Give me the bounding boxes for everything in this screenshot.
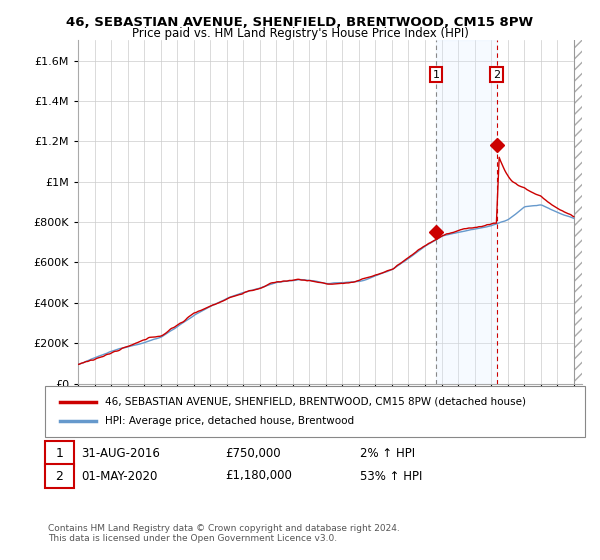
Text: 2% ↑ HPI: 2% ↑ HPI	[360, 447, 415, 460]
Text: 1: 1	[433, 69, 440, 80]
Bar	[436, 40, 497, 384]
Text: 31-AUG-2016: 31-AUG-2016	[81, 447, 160, 460]
Bar	[574, 40, 600, 384]
Text: 53% ↑ HPI: 53% ↑ HPI	[360, 469, 422, 483]
Text: HPI: Average price, detached house, Brentwood: HPI: Average price, detached house, Bren…	[105, 417, 354, 427]
Text: 2: 2	[55, 469, 64, 483]
Text: Price paid vs. HM Land Registry's House Price Index (HPI): Price paid vs. HM Land Registry's House …	[131, 27, 469, 40]
Text: 2: 2	[493, 69, 500, 80]
Text: £1,180,000: £1,180,000	[225, 469, 292, 483]
Text: 46, SEBASTIAN AVENUE, SHENFIELD, BRENTWOOD, CM15 8PW (detached house): 46, SEBASTIAN AVENUE, SHENFIELD, BRENTWO…	[105, 396, 526, 407]
Text: 46, SEBASTIAN AVENUE, SHENFIELD, BRENTWOOD, CM15 8PW: 46, SEBASTIAN AVENUE, SHENFIELD, BRENTWO…	[67, 16, 533, 29]
Text: Contains HM Land Registry data © Crown copyright and database right 2024.
This d: Contains HM Land Registry data © Crown c…	[48, 524, 400, 543]
Text: 1: 1	[55, 447, 64, 460]
Text: £750,000: £750,000	[225, 447, 281, 460]
Text: 01-MAY-2020: 01-MAY-2020	[81, 469, 157, 483]
Bar	[574, 40, 599, 384]
